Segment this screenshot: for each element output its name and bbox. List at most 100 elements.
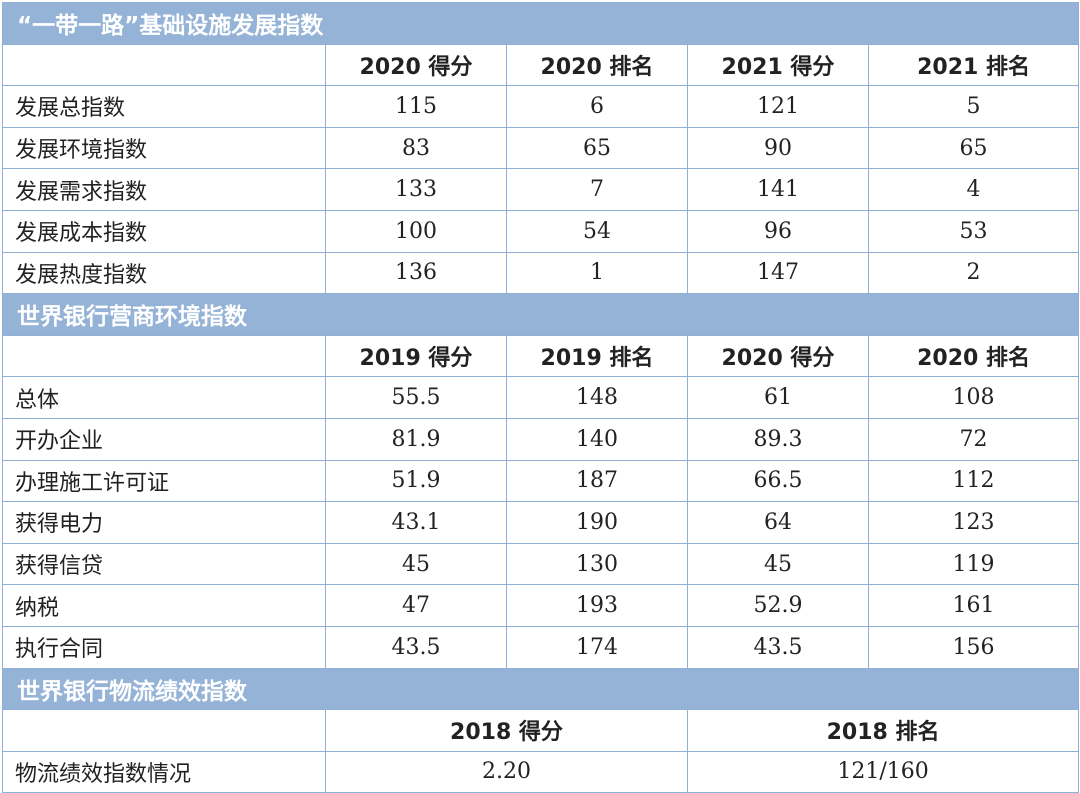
table-cell: 133 <box>325 168 507 211</box>
table-cell: 54 <box>506 209 688 253</box>
row-label: 总体 <box>2 376 326 419</box>
table-row: 执行合同 43.5 174 43.5 156 <box>2 625 1080 669</box>
table-row: 发展热度指数 136 1 147 2 <box>2 251 1080 295</box>
table-row: 办理施工许可证 51.9 187 66.5 112 <box>2 459 1080 503</box>
table-cell: 161 <box>867 584 1080 627</box>
row-label: 纳税 <box>2 584 326 627</box>
table-cell: 96 <box>687 209 869 253</box>
row-label: 执行合同 <box>2 625 326 669</box>
section-title: 世界银行营商环境指数 <box>1 293 1080 336</box>
column-header-row: 2020 得分 2020 排名 2021 得分 2021 排名 <box>2 43 1080 87</box>
table-cell: 130 <box>506 542 688 586</box>
table-cell: 123 <box>867 501 1080 544</box>
table-cell: 108 <box>867 376 1080 419</box>
row-label: 发展需求指数 <box>2 168 326 211</box>
table-cell: 174 <box>506 625 688 669</box>
table-row: 获得电力 43.1 190 64 123 <box>2 501 1080 544</box>
table-cell: 6 <box>506 85 688 128</box>
table-cell: 100 <box>325 209 507 253</box>
row-label: 物流绩效指数情况 <box>2 750 326 793</box>
table-row: 获得信贷 45 130 45 119 <box>2 542 1080 586</box>
section-title: “一带一路”基础设施发展指数 <box>1 2 1080 45</box>
table-cell: 148 <box>506 376 688 419</box>
table-cell: 61 <box>687 376 869 419</box>
section-header-infrastructure: “一带一路”基础设施发展指数 <box>1 2 1080 45</box>
section-title: 世界银行物流绩效指数 <box>1 667 1080 711</box>
table-row: 纳税 47 193 52.9 161 <box>2 584 1080 627</box>
table-cell: 43.5 <box>687 625 869 669</box>
header-blank-cell <box>2 709 326 752</box>
row-label: 发展环境指数 <box>2 126 326 170</box>
table-cell: 193 <box>506 584 688 627</box>
table-cell: 72 <box>867 417 1080 461</box>
table-cell: 2 <box>867 251 1080 295</box>
table-cell: 55.5 <box>325 376 507 419</box>
row-label: 办理施工许可证 <box>2 459 326 503</box>
table-row: 开办企业 81.9 140 89.3 72 <box>2 417 1080 461</box>
section-header-business-environment: 世界银行营商环境指数 <box>1 293 1080 336</box>
row-label: 发展总指数 <box>2 85 326 128</box>
table-cell: 81.9 <box>325 417 507 461</box>
table-cell: 7 <box>506 168 688 211</box>
section-header-logistics: 世界银行物流绩效指数 <box>1 667 1080 711</box>
table-cell: 64 <box>687 501 869 544</box>
table-row: 发展总指数 115 6 121 5 <box>2 85 1080 128</box>
table-cell: 47 <box>325 584 507 627</box>
row-label: 开办企业 <box>2 417 326 461</box>
row-label: 获得信贷 <box>2 542 326 586</box>
table-cell: 140 <box>506 417 688 461</box>
column-header: 2020 排名 <box>867 334 1080 378</box>
table-cell: 121/160 <box>686 750 1080 793</box>
table-cell: 83 <box>325 126 507 170</box>
table-cell: 51.9 <box>325 459 507 503</box>
table-row: 物流绩效指数情况 2.20 121/160 <box>2 750 1080 793</box>
table-row: 发展需求指数 133 7 141 4 <box>2 168 1080 211</box>
table-cell: 156 <box>867 625 1080 669</box>
table-cell: 43.1 <box>325 501 507 544</box>
row-label: 获得电力 <box>2 501 326 544</box>
column-header: 2021 排名 <box>867 43 1080 87</box>
column-header-row: 2018 得分 2018 排名 <box>2 709 1080 752</box>
table-cell: 119 <box>867 542 1080 586</box>
header-blank-cell <box>2 43 326 87</box>
table-cell: 52.9 <box>687 584 869 627</box>
row-label: 发展热度指数 <box>2 251 326 295</box>
column-header: 2020 排名 <box>506 43 688 87</box>
table-cell: 4 <box>867 168 1080 211</box>
table-cell: 65 <box>867 126 1080 170</box>
table-cell: 66.5 <box>687 459 869 503</box>
table-cell: 136 <box>325 251 507 295</box>
table-cell: 141 <box>687 168 869 211</box>
table-row: 总体 55.5 148 61 108 <box>2 376 1080 419</box>
column-header: 2020 得分 <box>687 334 869 378</box>
table-cell: 89.3 <box>687 417 869 461</box>
column-header: 2018 排名 <box>686 709 1080 752</box>
table-row: 发展环境指数 83 65 90 65 <box>2 126 1080 170</box>
table-cell: 147 <box>687 251 869 295</box>
table-cell: 5 <box>867 85 1080 128</box>
column-header: 2020 得分 <box>325 43 507 87</box>
column-header: 2019 得分 <box>325 334 507 378</box>
header-blank-cell <box>2 334 326 378</box>
table-cell: 65 <box>506 126 688 170</box>
table-cell: 121 <box>687 85 869 128</box>
row-label: 发展成本指数 <box>2 209 326 253</box>
column-header: 2018 得分 <box>325 709 688 752</box>
column-header-row: 2019 得分 2019 排名 2020 得分 2020 排名 <box>2 334 1080 378</box>
table-cell: 115 <box>325 85 507 128</box>
table-cell: 112 <box>867 459 1080 503</box>
table-cell: 43.5 <box>325 625 507 669</box>
column-header: 2021 得分 <box>687 43 869 87</box>
table-cell: 190 <box>506 501 688 544</box>
table-cell: 90 <box>687 126 869 170</box>
table-cell: 2.20 <box>325 750 688 793</box>
table-cell: 53 <box>867 209 1080 253</box>
table-cell: 45 <box>325 542 507 586</box>
table-cell: 187 <box>506 459 688 503</box>
table-row: 发展成本指数 100 54 96 53 <box>2 209 1080 253</box>
table-cell: 1 <box>506 251 688 295</box>
column-header: 2019 排名 <box>506 334 688 378</box>
table-cell: 45 <box>687 542 869 586</box>
